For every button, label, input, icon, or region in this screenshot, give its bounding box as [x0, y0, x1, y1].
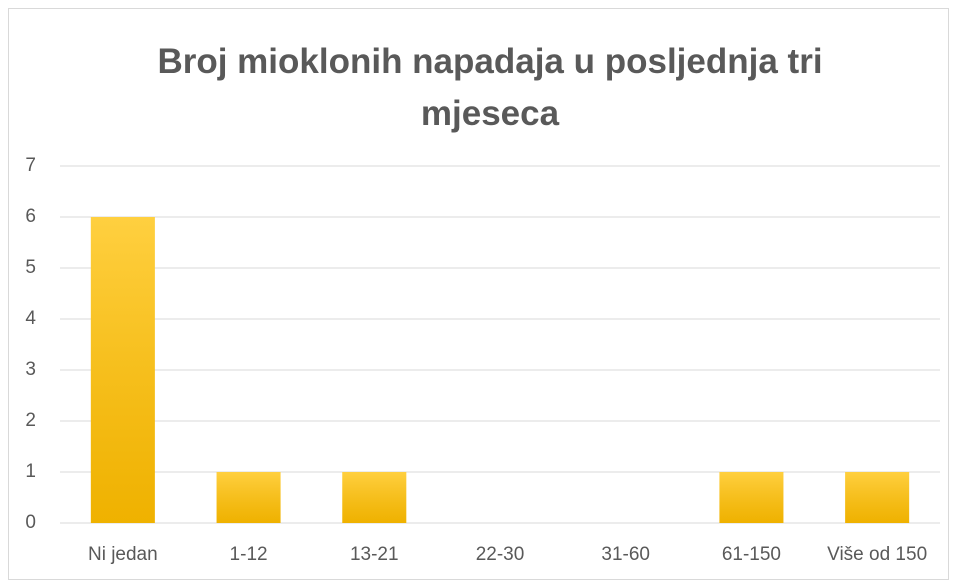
- x-tick-label: 61-150: [722, 544, 781, 565]
- y-tick-label: 6: [25, 206, 36, 227]
- bar-shade: [845, 472, 910, 523]
- y-tick-label: 3: [25, 359, 36, 380]
- y-tick-label: 7: [25, 155, 36, 176]
- bar-shade: [90, 217, 155, 523]
- x-tick-label: Više od 150: [827, 544, 927, 565]
- y-tick-label: 2: [25, 410, 36, 431]
- y-tick-label: 4: [25, 308, 36, 329]
- bar-shade: [342, 472, 407, 523]
- y-tick-label: 1: [25, 461, 36, 482]
- x-tick-label: 22-30: [476, 544, 525, 565]
- y-tick-label: 5: [25, 257, 36, 278]
- bar-shade: [216, 472, 281, 523]
- y-tick-label: 0: [25, 512, 36, 533]
- chart-title: Broj mioklonih napadaja u posljednja tri…: [157, 42, 823, 133]
- x-tick-label: 31-60: [601, 544, 650, 565]
- x-tick-label: 1-12: [230, 544, 268, 565]
- x-tick-label: Ni jedan: [88, 544, 158, 565]
- x-tick-label: 13-21: [350, 544, 399, 565]
- bar-shade: [719, 472, 784, 523]
